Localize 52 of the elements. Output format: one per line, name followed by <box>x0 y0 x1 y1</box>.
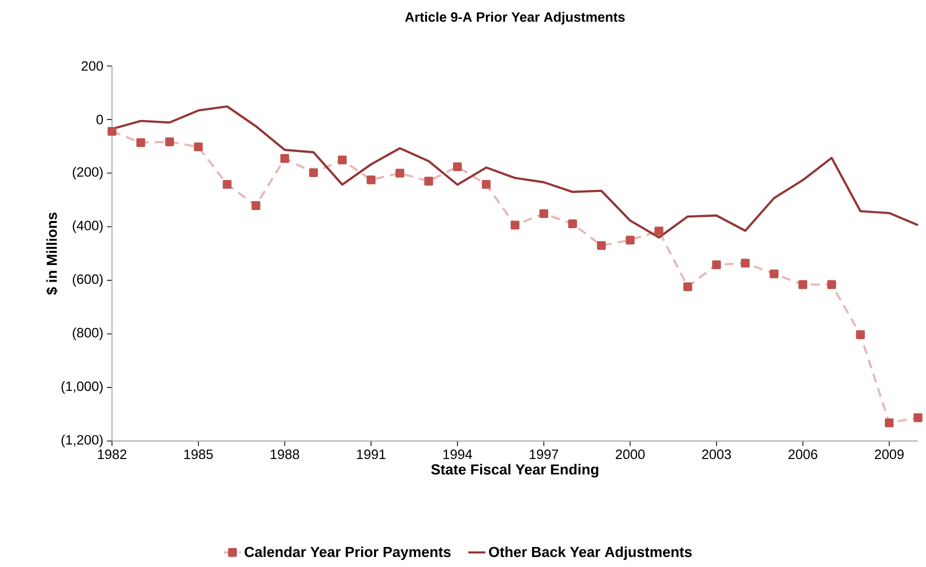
x-tick-label: 2000 <box>616 450 645 460</box>
chart-title: Article 9-A Prior Year Adjustments <box>405 12 625 24</box>
point <box>280 154 290 163</box>
point <box>914 413 922 422</box>
point <box>856 330 865 340</box>
point <box>712 260 721 270</box>
point <box>482 180 491 189</box>
y-tick-label: (600) <box>72 274 103 287</box>
y-tick-label: (1,200) <box>62 434 103 448</box>
point <box>252 201 260 210</box>
point <box>338 156 347 164</box>
point <box>740 258 750 268</box>
x-tick-label: 1985 <box>184 450 213 460</box>
legend-label: Calendar Year Prior Payments <box>244 546 451 560</box>
point <box>510 220 520 230</box>
y-axis-title: $ in Millions <box>46 212 58 295</box>
point <box>683 282 692 292</box>
x-axis-title: State Fiscal Year Ending <box>431 464 598 478</box>
point <box>568 219 577 228</box>
point <box>165 137 174 146</box>
point <box>108 126 116 136</box>
y-tick-label: (400) <box>72 220 103 234</box>
point <box>453 162 462 172</box>
y-tick-label: (800) <box>72 328 103 340</box>
point <box>884 418 894 428</box>
x-tick-label: 1997 <box>530 450 558 460</box>
x-tick-label: 2003 <box>702 450 731 460</box>
y-tick-label: 200 <box>82 61 103 71</box>
point <box>654 226 664 236</box>
x-tick-label: 1994 <box>443 450 472 460</box>
x-tick-label: 2009 <box>874 450 904 460</box>
point <box>194 142 203 152</box>
point <box>136 138 146 148</box>
point <box>395 168 404 178</box>
point <box>366 175 376 184</box>
x-tick-label: 2006 <box>788 450 818 460</box>
y-tick-label: 0 <box>96 114 103 124</box>
point <box>596 241 606 250</box>
point <box>309 168 318 178</box>
x-tick-label: 1991 <box>357 450 386 460</box>
y-tick-label: (1,000) <box>62 381 103 394</box>
point <box>626 236 635 245</box>
legend-label: Other Back Year Adjustments <box>488 546 692 560</box>
point <box>539 209 548 218</box>
point <box>770 269 778 278</box>
y-tick-label: (200) <box>72 166 103 180</box>
x-tick-label: 1982 <box>98 450 126 460</box>
point <box>222 180 232 189</box>
point <box>798 280 808 289</box>
point <box>424 176 434 186</box>
x-tick-label: 1988 <box>270 450 300 460</box>
point <box>827 280 836 289</box>
